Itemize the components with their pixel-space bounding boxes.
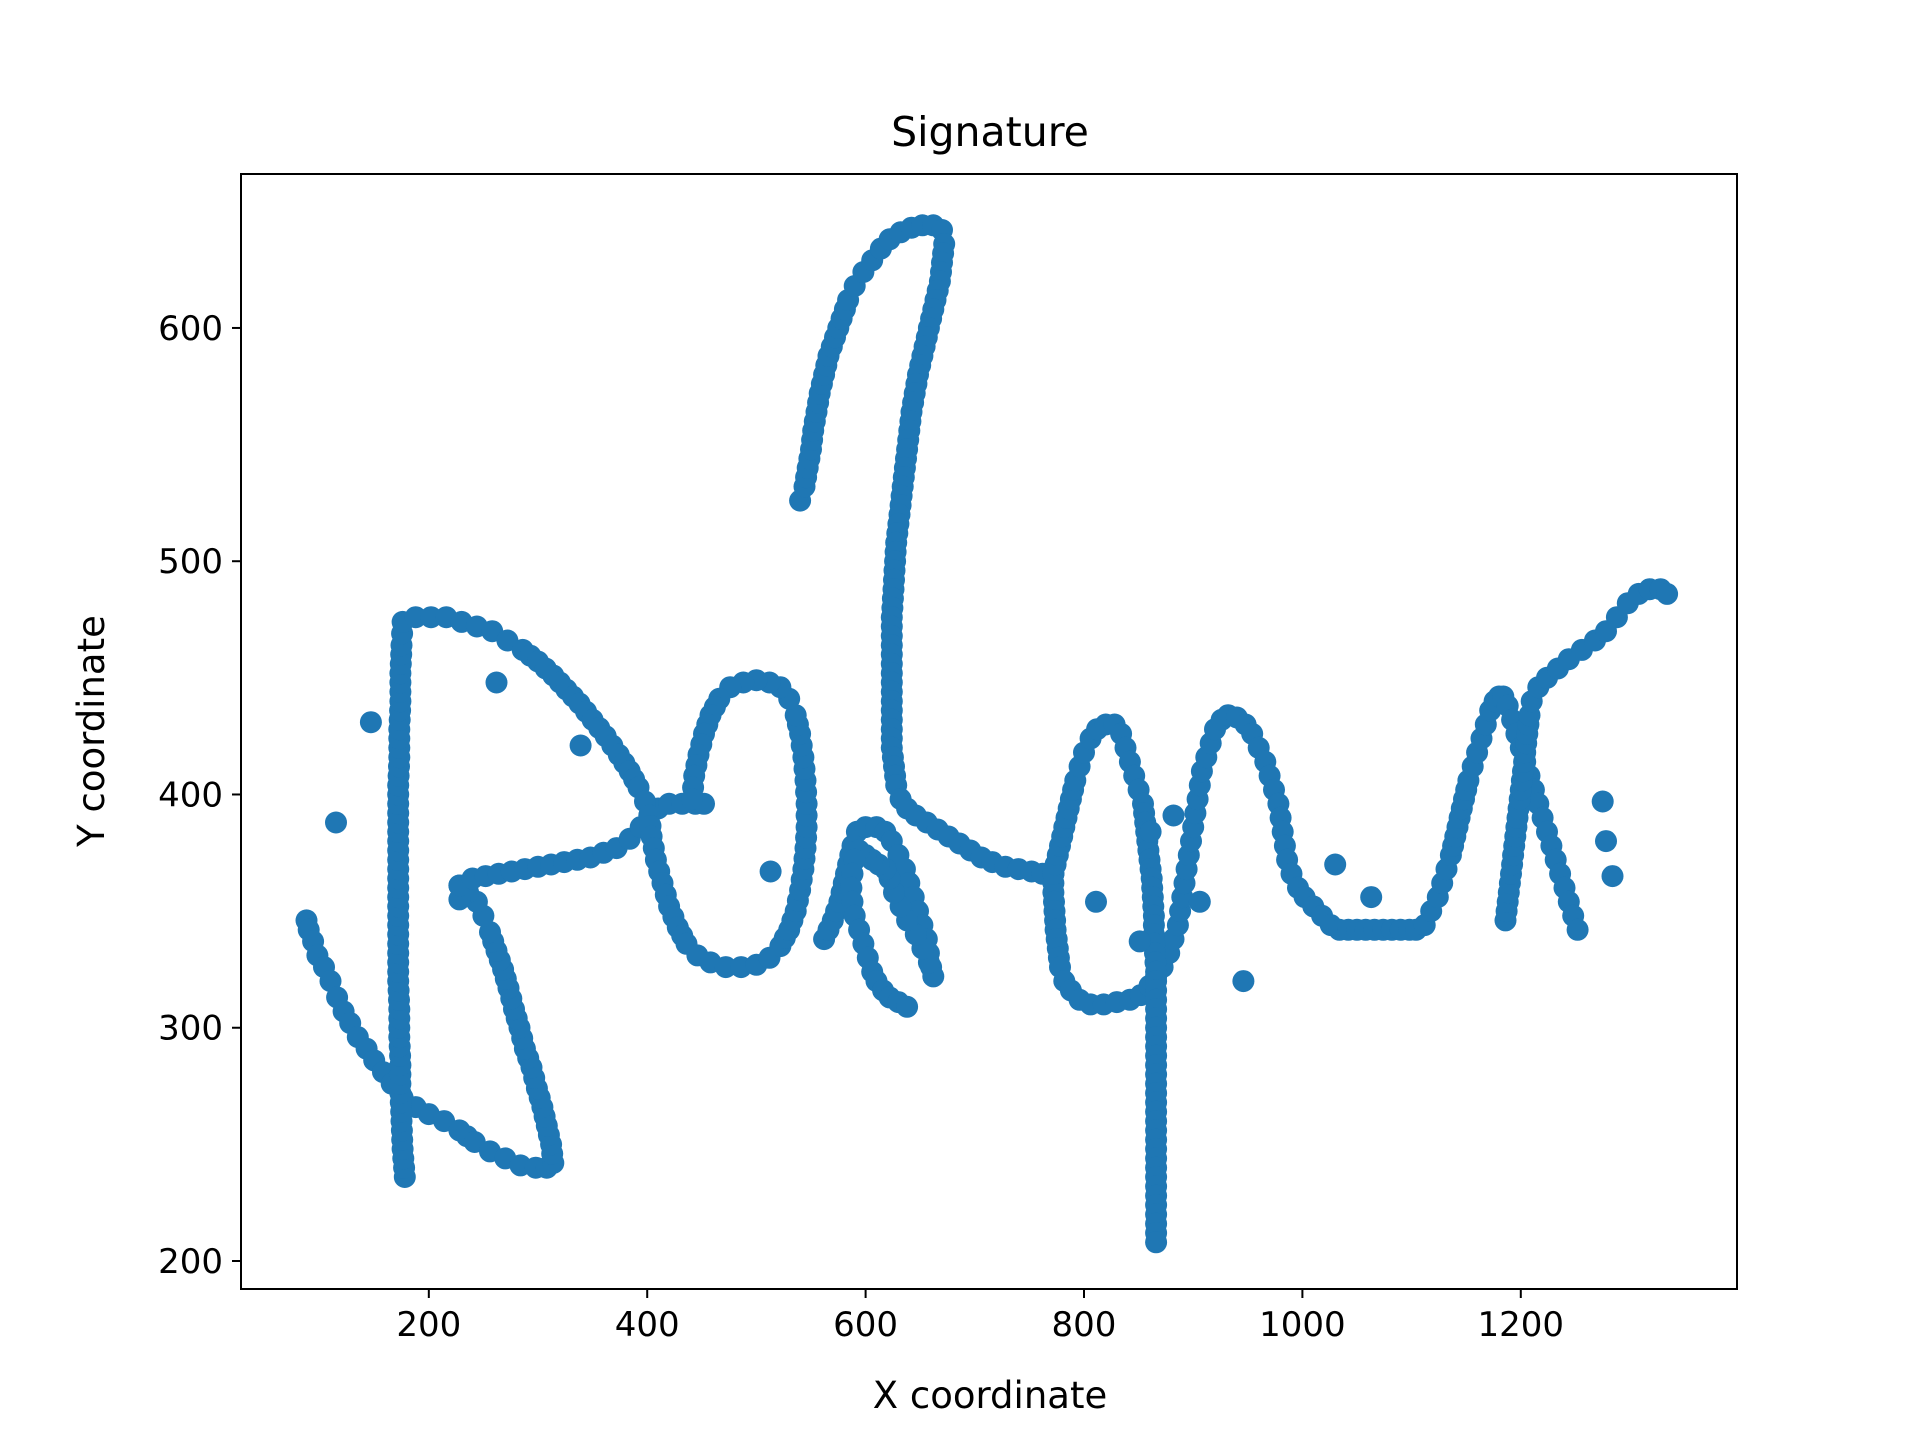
signature-point bbox=[1595, 830, 1617, 853]
x-tick-label: 1000 bbox=[1259, 1305, 1346, 1345]
signature-points bbox=[295, 214, 1679, 1254]
x-tick-label: 400 bbox=[615, 1305, 680, 1345]
signature-point bbox=[1232, 970, 1255, 993]
signature-point bbox=[1139, 820, 1162, 843]
signature-point bbox=[1591, 790, 1614, 813]
signature-point bbox=[359, 711, 382, 734]
x-tick-label: 200 bbox=[396, 1305, 461, 1345]
x-axis-label: X coordinate bbox=[873, 1374, 1107, 1417]
x-tick-label: 1200 bbox=[1478, 1305, 1565, 1345]
y-tick-label: 400 bbox=[158, 775, 223, 815]
signature-point bbox=[1145, 1231, 1168, 1254]
signature-point bbox=[896, 995, 919, 1018]
signature-point bbox=[569, 734, 592, 757]
signature-point bbox=[485, 671, 508, 694]
signature-point bbox=[1085, 890, 1107, 913]
signature-point bbox=[1601, 865, 1624, 888]
x-tick-label: 800 bbox=[1052, 1305, 1117, 1345]
signature-point bbox=[325, 811, 347, 834]
signature-point bbox=[420, 606, 442, 629]
x-tick-label: 600 bbox=[833, 1305, 898, 1345]
signature-point bbox=[404, 606, 427, 629]
signature-point bbox=[1566, 918, 1589, 941]
signature-point bbox=[759, 860, 782, 883]
signature-point bbox=[681, 788, 703, 811]
y-tick-label: 200 bbox=[158, 1242, 223, 1282]
signature-point bbox=[714, 956, 737, 979]
signature-point bbox=[1188, 890, 1211, 913]
signature-point bbox=[1162, 804, 1185, 827]
signature-point bbox=[1656, 582, 1679, 605]
chart-title: Signature bbox=[891, 108, 1089, 156]
signature-point bbox=[1360, 886, 1383, 909]
signature-point bbox=[1128, 930, 1151, 953]
y-tick-label: 300 bbox=[158, 1009, 223, 1049]
y-axis-label: Y coordinate bbox=[70, 615, 113, 848]
y-tick-label: 500 bbox=[158, 542, 223, 582]
signature-point bbox=[1324, 853, 1347, 876]
y-tick-label: 600 bbox=[158, 309, 223, 349]
y-axis-ticks: 200 300 400 500 600 bbox=[158, 309, 241, 1282]
x-axis-ticks: 200 400 600 800 1000 1200 bbox=[396, 1289, 1564, 1345]
plot-frame bbox=[240, 173, 1738, 1290]
